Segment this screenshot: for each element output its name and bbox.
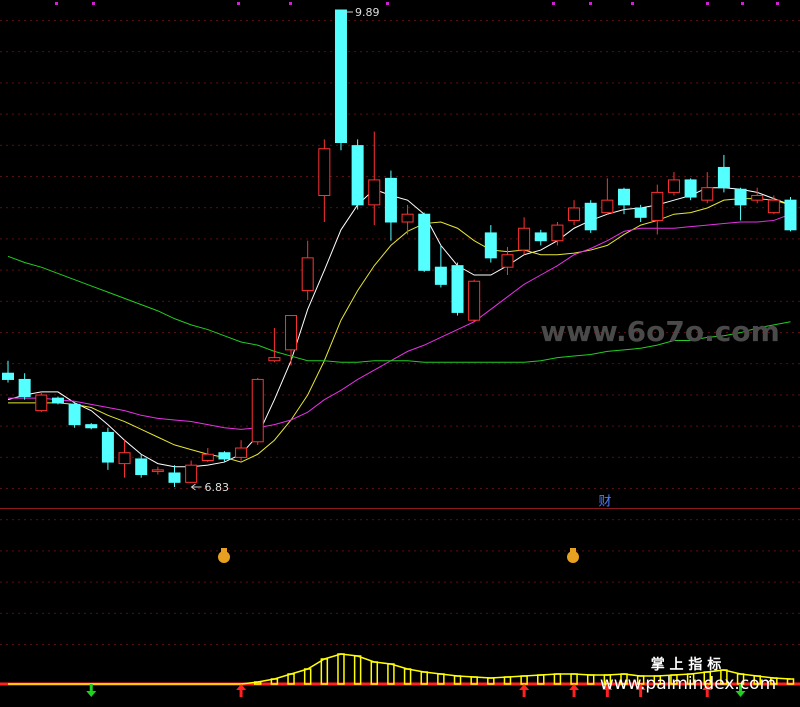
indicator-line [8,653,791,685]
candle-body [51,397,64,404]
candle-body [767,199,780,214]
candle-body [434,266,447,285]
candle-body [584,202,597,231]
candle-body [368,179,381,206]
top-dots [55,2,779,5]
candle-body [784,199,797,231]
candle-body [667,179,680,193]
candle-body [235,447,248,458]
candle-body [601,199,614,214]
candle-body [501,254,514,268]
candle-body [185,464,198,483]
candle-body [334,9,347,143]
candle-body [218,452,231,460]
candle-body [101,431,114,463]
candle-body [268,357,281,362]
grid [0,510,800,650]
signal-arrow [519,684,530,697]
candle-body [18,378,31,398]
signal-arrow [702,684,713,697]
candle-body [518,227,531,251]
candle-body [251,378,264,443]
candle-body [85,424,98,429]
watermark: www.palmindex.com [600,674,776,694]
candle-body [68,403,81,426]
candle-body [751,195,764,201]
candle-body [2,372,14,380]
candle-body [634,207,647,218]
candle-body [418,213,431,271]
signal-arrow [236,684,247,697]
candle-body [384,177,397,223]
candle-body [168,472,181,483]
candle-body [351,145,364,206]
candle-body [651,191,664,221]
signal-arrow [602,684,613,697]
candle-body [201,453,214,462]
finance-marker: 财 [598,495,611,510]
candle-body [118,452,131,465]
label-arrow [190,483,196,491]
ma-line [7,255,791,363]
watermark: 掌 上 指 标 [651,656,722,673]
money-icon [218,548,230,563]
candle-body [135,458,148,476]
candle-body [151,469,164,472]
candle-body [701,187,714,201]
candle-body [534,232,547,242]
candle-body [618,188,631,206]
candle-body [451,265,464,313]
candle-body [468,280,481,321]
grid [0,0,800,500]
candle-body [717,166,730,189]
candle-body [285,315,298,351]
ma-line [8,213,791,430]
candle-body [318,148,331,196]
signal-arrow [86,684,97,697]
candle-body [568,207,581,221]
candle-body [734,188,747,206]
candle-body [301,257,314,292]
money-icon [567,548,579,563]
signal-arrow [635,684,646,697]
candle-body [684,179,697,198]
signal-arrow [569,684,580,697]
candle-body [551,224,564,242]
watermark: www.6o7o.com [540,315,780,348]
candle-body [484,232,497,259]
low-label: 6.83 [204,481,229,494]
candle-body [35,394,48,412]
signal-arrow [735,684,746,697]
high-label: 9.89 [355,6,380,19]
candle-body [401,213,414,223]
